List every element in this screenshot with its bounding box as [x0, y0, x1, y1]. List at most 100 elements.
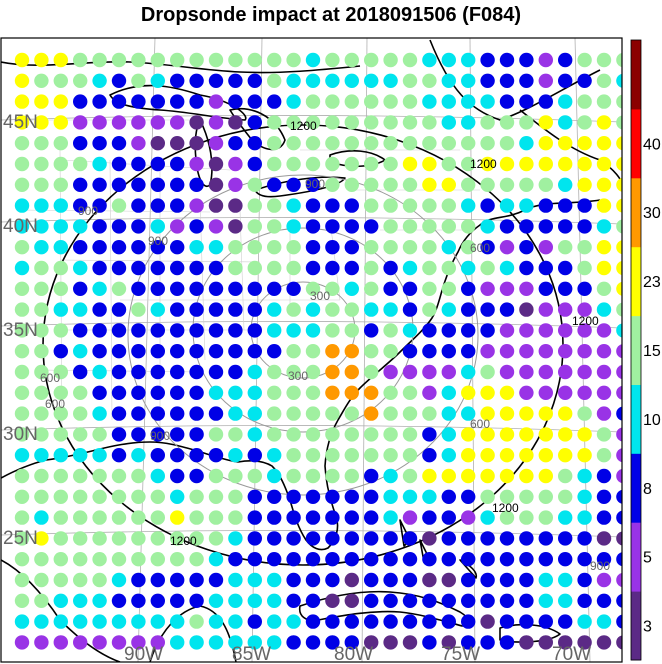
impact-dot — [14, 531, 30, 546]
impact-dot — [267, 364, 282, 380]
impact-dot — [111, 364, 127, 380]
impact-dot — [111, 385, 127, 400]
impact-dot — [422, 385, 437, 400]
impact-dot — [480, 489, 495, 504]
impact-dot — [247, 177, 262, 192]
impact-dot — [150, 260, 165, 276]
colorbar-bin — [631, 177, 641, 248]
impact-dot — [111, 427, 127, 442]
impact-dot — [34, 73, 49, 89]
impact-dot — [422, 177, 437, 192]
impact-dot — [228, 302, 243, 317]
impact-dot — [616, 593, 622, 608]
impact-dot — [111, 531, 127, 546]
impact-dot — [170, 593, 185, 608]
coastlines — [1, 39, 622, 662]
impact-dot — [208, 468, 224, 484]
impact-dot — [364, 240, 379, 255]
impact-dot — [111, 510, 127, 525]
impact-dot — [364, 323, 379, 338]
impact-dot — [53, 489, 68, 504]
impact-dot — [34, 115, 49, 130]
impact-dot — [577, 635, 592, 650]
impact-dot — [577, 552, 592, 567]
impact-dot — [499, 427, 515, 442]
impact-dot — [364, 593, 379, 608]
impact-dot — [111, 323, 127, 338]
impact-dot — [480, 260, 495, 276]
impact-dot — [53, 468, 68, 484]
impact-dot — [111, 448, 127, 463]
impact-dot — [53, 219, 68, 234]
impact-dot — [344, 364, 359, 380]
impact-dot — [616, 136, 622, 151]
impact-dot — [596, 136, 612, 151]
impact-dot — [441, 323, 456, 338]
impact-dot — [208, 510, 224, 525]
impact-dot — [189, 156, 204, 172]
impact-dot — [267, 198, 282, 213]
impact-dot — [596, 510, 612, 525]
impact-dot — [305, 115, 321, 130]
impact-dot — [228, 406, 243, 421]
impact-dot — [325, 323, 340, 338]
impact-dot — [383, 198, 398, 213]
impact-dot — [286, 240, 301, 255]
contour-labels: 1200 900 1200 900 900 300 600 1200 600 3… — [40, 119, 610, 573]
impact-dot — [267, 385, 282, 400]
impact-dot — [499, 136, 515, 151]
impact-dot — [364, 406, 379, 421]
impact-dot — [53, 552, 68, 567]
impact-dot — [538, 156, 553, 172]
impact-dot — [73, 406, 88, 421]
impact-dot — [189, 219, 204, 234]
impact-dot — [480, 364, 495, 380]
latitude-labels: 45N 40N 35N 30N 25N — [3, 112, 38, 549]
impact-dot — [538, 489, 553, 504]
impact-dot — [34, 344, 49, 359]
impact-dot — [519, 302, 534, 317]
impact-dot — [364, 531, 379, 546]
impact-dot — [228, 156, 243, 172]
impact-dot — [461, 406, 476, 421]
impact-dot — [499, 468, 515, 484]
impact-dot — [344, 136, 359, 151]
impact-dot — [383, 240, 398, 255]
impact-dot — [228, 635, 243, 650]
impact-dot — [325, 94, 340, 109]
impact-dot — [267, 240, 282, 255]
impact-dot — [461, 448, 476, 463]
impact-dot — [111, 94, 127, 109]
impact-dot — [558, 572, 573, 588]
impact-dot — [499, 572, 515, 588]
impact-dot — [53, 323, 68, 338]
impact-dot — [247, 156, 262, 172]
impact-dot — [616, 219, 622, 234]
impact-dot — [344, 94, 359, 109]
impact-dot — [596, 156, 612, 172]
impact-dot — [596, 260, 612, 276]
impact-dot — [596, 52, 612, 68]
impact-dot — [286, 364, 301, 380]
impact-dot — [402, 572, 418, 588]
impact-dot — [305, 94, 321, 109]
impact-dot — [422, 448, 437, 463]
impact-dot — [461, 281, 476, 296]
impact-dot — [228, 281, 243, 296]
impact-dot — [441, 94, 456, 109]
colorbar-frame — [630, 39, 642, 661]
impact-dot — [228, 468, 243, 484]
impact-dot — [53, 177, 68, 192]
impact-dot — [344, 572, 359, 588]
impact-dot — [92, 240, 107, 255]
impact-dot — [441, 240, 456, 255]
impact-dot — [228, 52, 243, 68]
impact-dot — [150, 177, 165, 192]
impact-dot — [499, 364, 515, 380]
impact-dot — [461, 198, 476, 213]
impact-dot — [111, 136, 127, 151]
impact-dot — [441, 552, 456, 567]
impact-dot — [577, 73, 592, 89]
impact-dot — [150, 427, 165, 442]
impact-dot — [208, 552, 224, 567]
